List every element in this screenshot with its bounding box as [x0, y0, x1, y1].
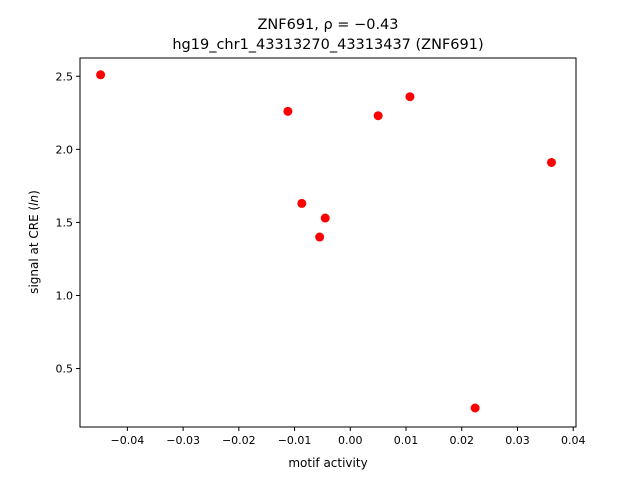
- x-tick-label: −0.02: [222, 434, 256, 447]
- data-point: [283, 106, 293, 116]
- data-points: [96, 70, 556, 413]
- y-tick-label: 2.5: [56, 70, 74, 83]
- x-tick-label: −0.04: [111, 434, 145, 447]
- y-tick-label: 1.5: [56, 216, 74, 229]
- data-point: [405, 92, 415, 102]
- x-tick-label: 0.00: [338, 434, 363, 447]
- chart-title-line2: hg19_chr1_43313270_43313437 (ZNF691): [172, 37, 483, 53]
- y-axis-label: signal at CRE (ln): [27, 190, 41, 294]
- data-point: [373, 111, 383, 121]
- x-tick-label: −0.01: [278, 434, 312, 447]
- x-tick-label: 0.03: [505, 434, 530, 447]
- x-tick-label: 0.01: [394, 434, 419, 447]
- data-point: [470, 403, 480, 413]
- x-axis-ticks: −0.04 −0.03 −0.02 −0.01 0.00 0.01 0.02 0.03 0.04: [111, 427, 586, 447]
- data-point: [297, 198, 307, 208]
- x-tick-label: −0.03: [166, 434, 200, 447]
- y-tick-label: 1.0: [56, 289, 74, 302]
- y-tick-label: 2.0: [56, 143, 74, 156]
- x-tick-label: 0.02: [450, 434, 475, 447]
- x-axis-label: motif activity: [288, 456, 367, 470]
- data-point: [315, 232, 325, 242]
- plot-frame: [79, 57, 577, 428]
- y-axis-ticks: 0.5 1.0 1.5 2.0 2.5: [56, 70, 80, 376]
- x-tick-label: 0.04: [561, 434, 586, 447]
- data-point: [546, 157, 556, 167]
- chart-title-line1: ZNF691, ρ = −0.43: [257, 17, 398, 33]
- y-tick-label: 0.5: [56, 363, 74, 376]
- data-point: [320, 213, 330, 223]
- data-point: [96, 70, 106, 80]
